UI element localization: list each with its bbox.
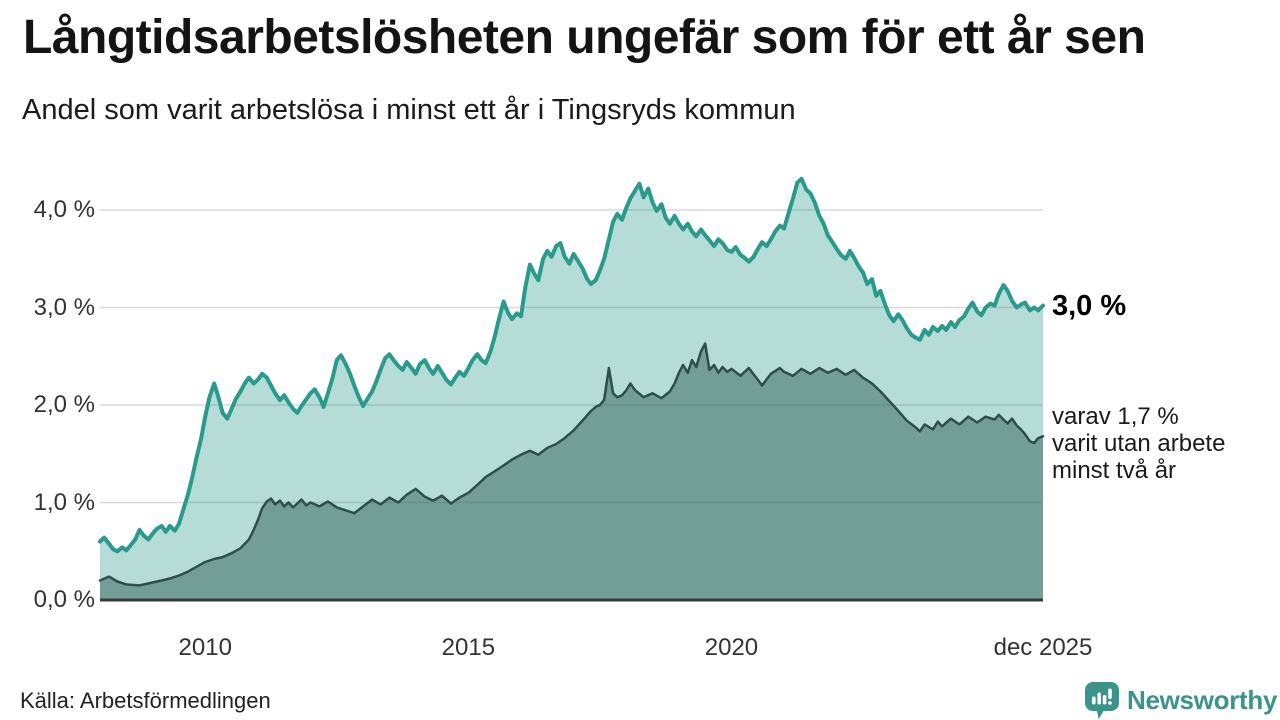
newsworthy-logo: Newsworthy <box>1084 681 1277 720</box>
x-axis-label: 2010 <box>178 634 232 661</box>
x-axis-label: dec 2025 <box>993 634 1093 661</box>
y-axis-label: 1,0 % <box>33 488 95 516</box>
subset-annotation: varav 1,7 % varit utan arbete minst två … <box>1052 403 1225 484</box>
source-label: Källa: Arbetsförmedlingen <box>20 688 271 713</box>
chart-subtitle: Andel som varit arbetslösa i minst ett å… <box>22 94 796 126</box>
x-axis-label: 2020 <box>704 634 759 661</box>
total-line <box>98 176 1045 554</box>
subset-line <box>98 342 1045 587</box>
newsworthy-icon <box>1085 682 1119 719</box>
newsworthy-wordmark: Newsworthy <box>1127 685 1278 715</box>
y-axis-label: 4,0 % <box>33 196 95 223</box>
chart-title: Långtidsarbetslösheten ungefär som för e… <box>23 11 1146 64</box>
subset-annotation-line: varit utan arbete <box>1052 430 1226 458</box>
y-axis-label: 2,0 % <box>33 391 95 418</box>
y-axis-label: 3,0 % <box>33 293 95 321</box>
end-value-label: 3,0 % <box>1052 289 1127 322</box>
subset-annotation-line: minst två år <box>1052 457 1177 485</box>
x-axis-label: 2015 <box>441 634 496 661</box>
subset-area-fill <box>100 343 1043 600</box>
y-axis-label: 0,0 % <box>33 586 95 613</box>
subset-annotation-line: varav 1,7 % <box>1052 403 1179 431</box>
